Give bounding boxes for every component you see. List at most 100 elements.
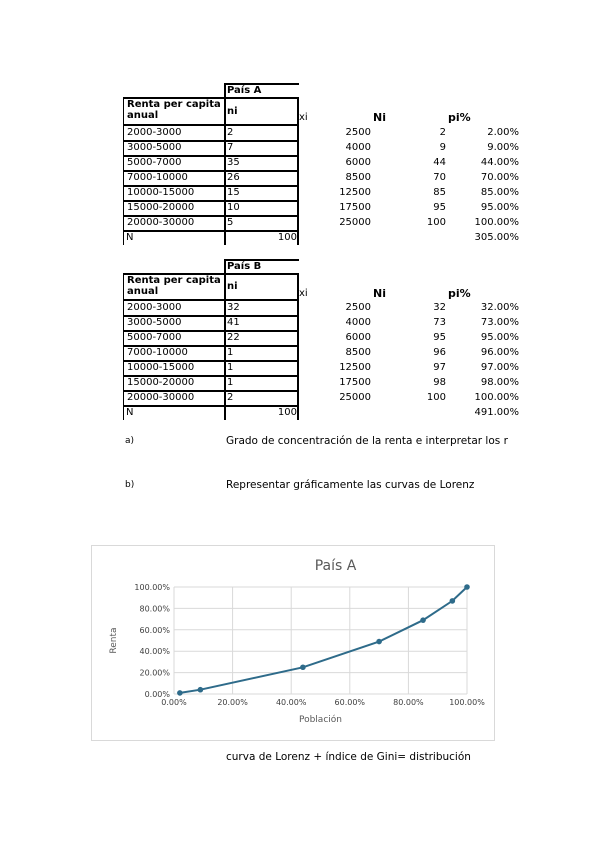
y-tick-label: 0.00% xyxy=(145,690,171,699)
data-point xyxy=(177,690,183,696)
x-tick-label: 0.00% xyxy=(161,698,187,707)
total-label: N xyxy=(126,232,134,243)
table-b-header-renta-text: Renta per capita anual xyxy=(127,275,221,297)
table-b-header-pi: pi% xyxy=(448,287,471,300)
cell-ni: 35 xyxy=(227,157,240,168)
cell-pi: 9.00% xyxy=(487,142,519,153)
cell-range: 7000-10000 xyxy=(127,172,188,183)
cell-xi: 17500 xyxy=(339,377,371,388)
cell-ni: 7 xyxy=(227,142,234,153)
cell-range: 2000-3000 xyxy=(127,127,182,138)
question-b-label: b) xyxy=(125,480,135,490)
y-tick-label: 60.00% xyxy=(139,626,170,635)
table-a-title: País A xyxy=(227,85,262,96)
data-point xyxy=(449,598,456,604)
question-b-text: Representar gráficamente las curvas de L… xyxy=(226,479,475,491)
cell-xi: 2500 xyxy=(345,302,371,313)
chart-title: País A xyxy=(315,558,357,574)
cell-ni: 22 xyxy=(227,332,240,343)
total-value: 100 xyxy=(277,407,297,418)
cell-Ni: 73 xyxy=(433,317,446,328)
cell-pi: 96.00% xyxy=(480,347,519,358)
cell-range: 5000-7000 xyxy=(127,332,182,343)
cell-pi: 85.00% xyxy=(480,187,519,198)
cell-Ni: 44 xyxy=(433,157,446,168)
cell-range: 10000-15000 xyxy=(127,362,195,373)
table-b-header-Ni: Ni xyxy=(373,287,386,300)
cell-xi: 25000 xyxy=(339,392,371,403)
cell-pi: 95.00% xyxy=(480,202,519,213)
table-a-header-Ni: Ni xyxy=(373,111,386,124)
cell-range: 20000-30000 xyxy=(127,392,195,403)
data-point xyxy=(300,664,306,671)
cell-range: 3000-5000 xyxy=(127,317,182,328)
total-value: 100 xyxy=(277,232,297,243)
cell-Ni: 32 xyxy=(433,302,446,313)
x-tick-label: 20.00% xyxy=(217,698,248,707)
cell-pi: 100.00% xyxy=(474,217,520,228)
cell-ni: 1 xyxy=(227,362,234,373)
cell-pi: 73.00% xyxy=(480,317,519,328)
cell-Ni: 85 xyxy=(433,187,446,198)
table-b-header-ni: ni xyxy=(227,281,238,292)
cell-pi: 95.00% xyxy=(480,332,519,343)
table-b-title: País B xyxy=(227,261,262,272)
table-b-header-renta: Renta per capita anual xyxy=(125,275,224,301)
y-tick-label: 80.00% xyxy=(139,604,170,613)
y-tick-label: 100.00% xyxy=(134,583,170,592)
table-a-header-renta-text: Renta per capita anual xyxy=(127,99,221,121)
cell-Ni: 2 xyxy=(439,127,446,138)
cell-pi: 98.00% xyxy=(480,377,519,388)
cell-pi: 44.00% xyxy=(480,157,519,168)
cell-ni: 2 xyxy=(227,127,234,138)
cell-ni: 32 xyxy=(227,302,240,313)
question-a-text: Grado de concentración de la renta e int… xyxy=(226,435,508,447)
cell-range: 15000-20000 xyxy=(127,202,195,213)
table-a-header-renta: Renta per capita anual xyxy=(125,99,224,125)
data-point xyxy=(420,617,426,623)
x-tick-label: 80.00% xyxy=(393,698,424,707)
cell-range: 3000-5000 xyxy=(127,142,182,153)
table-b-header-xi: xi xyxy=(299,288,308,299)
cell-xi: 12500 xyxy=(339,187,371,198)
cell-pi: 2.00% xyxy=(487,127,519,138)
cell-xi: 6000 xyxy=(345,157,371,168)
cell-xi: 25000 xyxy=(339,217,371,228)
cell-range: 2000-3000 xyxy=(127,302,182,313)
lorenz-chart-svg: País A 0.00% 20.00% 40.00% 60.00% 80.00% 100.0… xyxy=(109,558,485,725)
data-point xyxy=(464,584,470,590)
footer-note: curva de Lorenz + índice de Gini= distri… xyxy=(226,751,471,763)
pi-total: 491.00% xyxy=(474,407,520,418)
pi-total: 305.00% xyxy=(474,232,520,243)
table-a-header-xi: xi xyxy=(299,112,308,123)
cell-range: 20000-30000 xyxy=(127,217,195,228)
cell-pi: 70.00% xyxy=(480,172,519,183)
cell-ni: 5 xyxy=(227,217,234,228)
data-point xyxy=(376,638,382,645)
cell-Ni: 97 xyxy=(433,362,446,373)
cell-xi: 4000 xyxy=(345,317,371,328)
cell-pi: 32.00% xyxy=(480,302,519,313)
cell-Ni: 9 xyxy=(439,142,446,153)
cell-ni: 2 xyxy=(227,392,234,403)
cell-range: 7000-10000 xyxy=(127,347,188,358)
cell-ni: 41 xyxy=(227,317,240,328)
cell-ni: 15 xyxy=(227,187,240,198)
y-axis-label: Renta xyxy=(109,627,119,653)
table-a-header-pi: pi% xyxy=(448,111,471,124)
cell-Ni: 96 xyxy=(433,347,446,358)
y-tick-label: 20.00% xyxy=(139,669,170,678)
cell-ni: 1 xyxy=(227,347,234,358)
cell-Ni: 98 xyxy=(433,377,446,388)
data-point xyxy=(197,686,204,693)
cell-Ni: 100 xyxy=(426,217,446,228)
question-a-label: a) xyxy=(125,436,135,446)
cell-pi: 97.00% xyxy=(480,362,519,373)
series-line xyxy=(179,586,468,694)
x-tick-label: 100.00% xyxy=(449,698,485,707)
cell-range: 10000-15000 xyxy=(127,187,195,198)
cell-ni: 26 xyxy=(227,172,240,183)
cell-xi: 12500 xyxy=(339,362,371,373)
x-axis-label: Población xyxy=(299,714,342,725)
cell-Ni: 100 xyxy=(426,392,446,403)
